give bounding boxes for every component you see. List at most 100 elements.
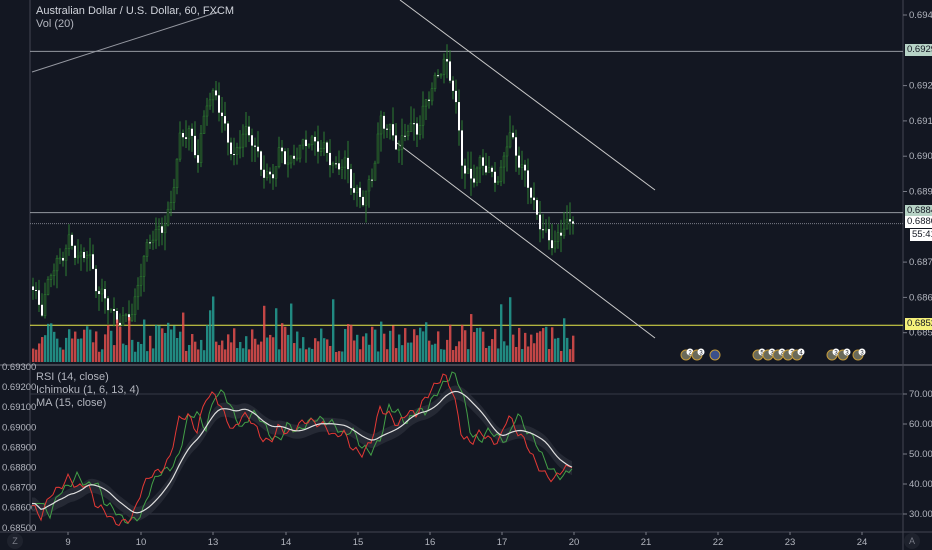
volume-bar (404, 328, 407, 362)
volume-bar (554, 338, 557, 362)
candle-up (187, 128, 191, 140)
candle-down (116, 310, 118, 323)
volume-bar (236, 348, 239, 362)
candle-up (307, 144, 311, 147)
volume-bar (524, 332, 527, 362)
candle-up (544, 228, 548, 231)
candle-down (83, 251, 85, 259)
volume-bar (446, 339, 449, 362)
volume-bar (437, 331, 440, 362)
candle-down (233, 154, 235, 156)
volume-bar (323, 338, 326, 362)
volume-bar (308, 347, 311, 362)
volume-bar (68, 329, 71, 362)
volume-bar (209, 310, 212, 362)
volume-bar (146, 351, 149, 362)
volume-bar (491, 339, 494, 362)
timezone-button[interactable]: Z (7, 533, 23, 549)
candle-down (350, 169, 352, 189)
candle-down (413, 123, 415, 125)
volume-bar (482, 331, 485, 362)
volume-bar (449, 324, 452, 362)
symbol-title[interactable]: Australian Dollar / U.S. Dollar, 60, FXC… (36, 5, 235, 17)
volume-bar (512, 334, 515, 362)
candle-down (272, 174, 274, 179)
volume-bar (380, 321, 383, 362)
candle-down (32, 286, 34, 290)
candle-down (470, 168, 472, 179)
ichimoku-legend[interactable]: Ichimoku (1, 6, 13, 4) (36, 384, 140, 396)
candle-down (533, 197, 535, 201)
candle-up (289, 155, 293, 164)
time-tick-label: 10 (136, 537, 147, 548)
volume-bar (80, 338, 83, 362)
volume-bar (290, 303, 293, 362)
volume-bar (479, 327, 482, 362)
candle-down (515, 137, 517, 156)
volume-bar (545, 326, 548, 362)
volume-bar (296, 331, 299, 362)
volume-bar (503, 341, 506, 362)
candle-up (49, 275, 53, 280)
candle-up (175, 158, 179, 188)
volume-bar (467, 349, 470, 362)
candle-down (527, 170, 529, 188)
volume-bar (218, 345, 221, 362)
volume-bar (320, 328, 323, 362)
volume-bar (101, 349, 104, 362)
volume-bar (536, 332, 539, 362)
volume-bar (401, 345, 404, 362)
channel-upper-trendline (399, 0, 656, 191)
candle-up (211, 90, 215, 101)
price-tick-label: 0.68500 (909, 328, 932, 339)
candle-down (572, 221, 574, 224)
candle-down (107, 298, 109, 311)
candle-up (388, 123, 392, 130)
volume-bar (407, 342, 410, 362)
volume-bar (143, 319, 146, 362)
candle-up (202, 115, 206, 134)
volume-legend[interactable]: Vol (20) (36, 18, 74, 30)
candle-up (172, 187, 176, 203)
candle-up (499, 166, 503, 182)
volume-bar (506, 345, 509, 362)
volume-bar (179, 331, 182, 362)
ma-legend[interactable]: MA (15, close) (36, 397, 107, 409)
volume-bar (356, 334, 359, 362)
volume-bar (89, 329, 92, 362)
volume-bar (254, 338, 257, 362)
candle-down (461, 130, 463, 166)
candle-down (569, 219, 571, 222)
volume-bar (455, 346, 458, 362)
volume-bar (287, 334, 290, 362)
candle-down (221, 112, 223, 117)
candle-down (353, 188, 355, 193)
volume-bar (428, 340, 431, 362)
volume-bar (347, 324, 350, 362)
volume-bar (185, 350, 188, 362)
volume-bar (377, 351, 380, 362)
volume-bar (95, 331, 98, 362)
candle-up (85, 255, 89, 259)
candle-up (319, 147, 323, 152)
volume-bar (224, 349, 227, 362)
candle-up (79, 251, 83, 257)
volume-bar (122, 343, 125, 362)
candle-up (298, 144, 302, 159)
candle-up (244, 126, 248, 135)
candle-up (478, 157, 482, 169)
candle-down (359, 187, 361, 197)
candle-down (161, 226, 163, 233)
rsi-legend[interactable]: RSI (14, close) (36, 371, 109, 383)
candle-up (421, 105, 425, 126)
volume-bar (425, 322, 428, 362)
candle-down (416, 123, 418, 135)
volume-bar (353, 340, 356, 362)
volume-bar (302, 337, 305, 362)
auto-scale-button[interactable]: A (904, 533, 920, 549)
candle-up (373, 162, 377, 181)
candle-up (64, 248, 68, 261)
price-tick-label: 0.68600 (909, 292, 932, 303)
volume-bar (116, 319, 119, 362)
